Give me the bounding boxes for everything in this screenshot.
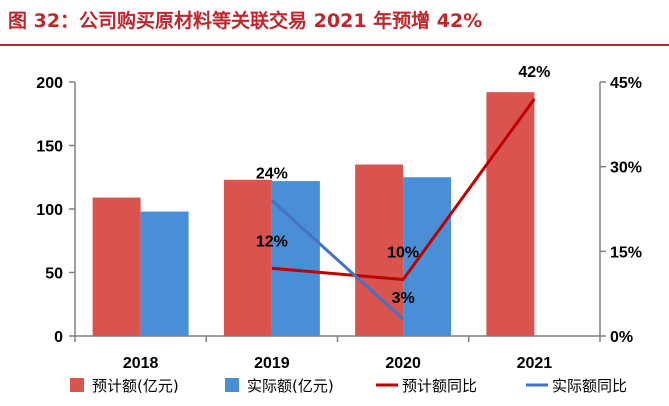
bar-actual-2020 [403,177,452,336]
x-tick-label: 2018 [123,355,159,372]
y-left-tick-label: 50 [45,266,63,283]
legend: 预计额(亿元) 实际额(亿元) 预计额同比 实际额同比 [70,377,627,395]
data-labels: 12% 10% 42% 24% 3% [256,64,551,307]
y-left-tick-label: 150 [36,139,63,156]
x-tick-label: 2020 [385,355,421,372]
bar-actual-2019 [271,181,320,336]
y-left-tick-label: 0 [54,329,63,346]
bar-expected-2020 [355,164,404,336]
title-divider [0,44,669,46]
y-left-tick-label: 200 [36,75,63,92]
y-right-tick-label: 0% [610,329,633,346]
bar-expected-2019 [223,179,272,336]
bar-expected-2021 [486,92,535,336]
bar-actual-2018 [140,211,189,336]
bars [92,92,535,336]
legend-label: 预计额(亿元) [92,377,179,395]
line-expected-yoy [271,98,536,282]
axes: 0 50 100 150 200 0% 15% 30% 45% 2018 2019 2020 2021 [36,75,642,372]
lines [270,98,536,321]
x-tick-label: 2019 [254,355,290,372]
chart-title: 图 32：公司购买原材料等关联交易 2021 年预增 42% [8,10,483,32]
data-label: 42% [518,64,550,81]
data-label: 24% [256,166,288,183]
line-actual-yoy [270,199,405,321]
y-right-tick-label: 15% [610,244,642,261]
data-label: 10% [387,245,419,262]
y-left-tick-label: 100 [36,202,63,219]
legend-swatch [225,378,239,392]
y-right-tick-label: 45% [610,75,642,92]
x-tick-label: 2021 [517,355,553,372]
data-label: 3% [392,290,415,307]
data-label: 12% [256,233,288,250]
legend-label: 实际额(亿元) [247,377,334,395]
legend-label: 预计额同比 [402,377,477,395]
legend-label: 实际额同比 [552,377,627,395]
y-right-tick-label: 30% [610,160,642,177]
legend-swatch [70,378,84,392]
bar-expected-2018 [92,197,141,336]
